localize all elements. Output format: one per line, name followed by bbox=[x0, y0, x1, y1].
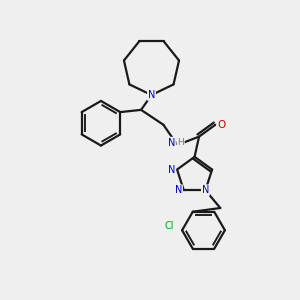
Text: O: O bbox=[217, 120, 226, 130]
Text: N: N bbox=[168, 138, 175, 148]
Text: N: N bbox=[168, 165, 176, 175]
Text: N: N bbox=[202, 185, 209, 195]
Text: H: H bbox=[177, 138, 184, 147]
Text: N: N bbox=[148, 90, 155, 100]
Text: Cl: Cl bbox=[165, 221, 174, 231]
Text: N: N bbox=[175, 185, 182, 195]
